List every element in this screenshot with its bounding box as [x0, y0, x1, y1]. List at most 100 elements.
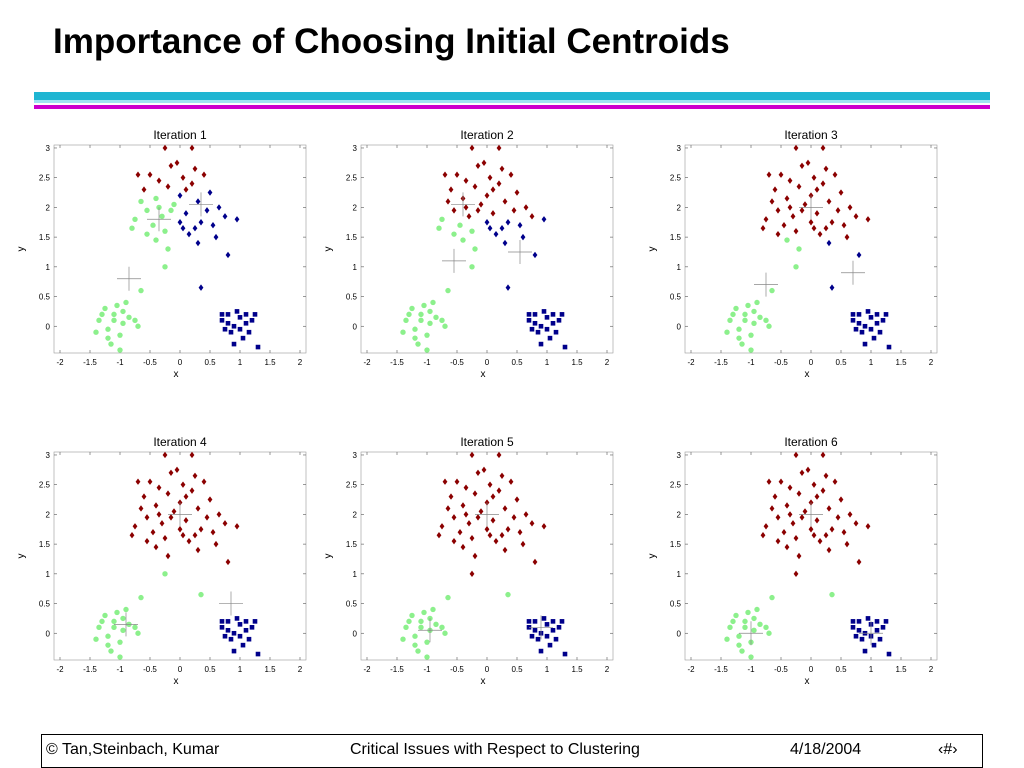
- data-point-red: [463, 204, 469, 211]
- data-point-red: [502, 198, 508, 205]
- data-point-blue: [183, 210, 189, 217]
- data-point-red: [502, 546, 508, 554]
- plot-title: Iteration 2: [460, 128, 514, 142]
- data-point-green: [751, 320, 757, 326]
- data-point-red: [499, 165, 505, 172]
- data-point-red: [451, 514, 457, 521]
- data-point-blue: [886, 651, 892, 657]
- y-tick-label: 2.5: [670, 174, 682, 183]
- x-tick-label: -1: [116, 358, 124, 367]
- data-point-green: [418, 311, 424, 318]
- data-point-blue: [862, 341, 868, 347]
- data-point-green: [439, 216, 445, 222]
- data-point-red: [436, 532, 442, 539]
- data-point-red: [490, 493, 496, 500]
- x-tick-label: 2: [929, 665, 934, 674]
- data-point-blue: [222, 326, 228, 332]
- data-point-blue: [529, 633, 535, 639]
- y-tick-label: 1: [46, 263, 51, 272]
- y-tick-label: 0.5: [39, 600, 51, 609]
- data-point-green: [415, 341, 421, 347]
- data-point-red: [511, 514, 517, 521]
- data-point-red: [189, 451, 195, 459]
- y-tick-label: 2.5: [346, 174, 358, 183]
- data-point-red: [204, 514, 210, 521]
- data-point-red: [823, 225, 829, 232]
- x-axis-label: x: [805, 676, 810, 687]
- data-point-red: [478, 201, 484, 208]
- x-tick-label: 2: [298, 358, 303, 367]
- data-point-red: [796, 183, 802, 190]
- data-point-blue: [252, 619, 258, 624]
- data-point-blue: [865, 309, 871, 314]
- y-tick-label: 1: [677, 570, 682, 579]
- data-point-green: [736, 633, 742, 639]
- data-point-green: [132, 216, 138, 222]
- data-point-blue: [550, 312, 556, 317]
- x-tick-label: -2: [56, 665, 64, 674]
- data-point-green: [412, 642, 418, 648]
- data-point-blue: [234, 216, 240, 223]
- data-point-red: [796, 552, 802, 560]
- data-point-blue: [868, 315, 874, 320]
- data-point-blue: [204, 207, 210, 214]
- data-point-red: [820, 144, 826, 152]
- data-point-green: [412, 335, 418, 341]
- data-point-red: [529, 213, 535, 220]
- data-point-green: [730, 618, 736, 625]
- y-tick-label: 1.5: [670, 233, 682, 242]
- y-tick-label: 0.5: [346, 293, 358, 302]
- data-point-red: [820, 180, 826, 187]
- data-point-red: [484, 192, 490, 199]
- x-tick-label: -1: [423, 358, 431, 367]
- x-tick-label: 0.5: [204, 358, 216, 367]
- data-point-red: [814, 186, 820, 193]
- data-point-green: [442, 323, 448, 329]
- data-point-red: [481, 159, 487, 167]
- y-tick-label: 2.5: [39, 481, 51, 490]
- data-point-red: [814, 517, 820, 524]
- data-point-green: [469, 264, 475, 270]
- data-point-red: [475, 514, 481, 521]
- data-point-green: [742, 618, 748, 625]
- data-point-red: [793, 534, 799, 542]
- y-tick-label: 1: [677, 263, 682, 272]
- data-point-red: [466, 520, 472, 527]
- data-point-green: [102, 305, 108, 312]
- x-tick-label: -1.5: [390, 665, 404, 674]
- data-point-red: [448, 493, 454, 500]
- data-point-blue: [237, 326, 243, 332]
- data-point-blue: [856, 251, 862, 259]
- stripe-cyan: [34, 92, 990, 100]
- y-tick-label: 2: [46, 203, 51, 212]
- x-tick-label: 1.5: [264, 358, 276, 367]
- data-point-blue: [850, 619, 856, 624]
- data-point-green: [469, 228, 475, 234]
- data-point-green: [123, 606, 129, 613]
- x-tick-label: -2: [687, 665, 695, 674]
- data-point-red: [856, 558, 862, 566]
- data-point-red: [523, 511, 529, 518]
- data-point-red: [844, 540, 850, 548]
- scatter-plot-3: Iteration 3 -2 -1.5 -1 -0.5 0 0.5 1 1.5 2 0 0.5 1 1.5…: [641, 125, 946, 385]
- data-point-green: [111, 317, 117, 324]
- data-point-red: [769, 505, 775, 512]
- x-tick-label: -1: [116, 665, 124, 674]
- data-point-green: [400, 329, 406, 335]
- data-point-blue: [240, 642, 246, 648]
- x-tick-label: -2: [363, 358, 371, 367]
- y-tick-label: 2.5: [346, 481, 358, 490]
- data-point-blue: [550, 627, 556, 633]
- x-tick-label: 0: [809, 358, 814, 367]
- data-point-red: [216, 511, 222, 518]
- footer-topic: Critical Issues with Respect to Clusteri…: [350, 741, 640, 758]
- data-point-green: [111, 624, 117, 631]
- y-axis-label: y: [16, 247, 27, 252]
- data-point-green: [120, 320, 126, 326]
- data-point-green: [111, 618, 117, 625]
- x-tick-label: 0.5: [511, 665, 523, 674]
- data-point-blue: [562, 344, 568, 350]
- plot-title: Iteration 6: [784, 435, 838, 449]
- y-tick-label: 2.5: [670, 481, 682, 490]
- data-point-red: [156, 177, 162, 184]
